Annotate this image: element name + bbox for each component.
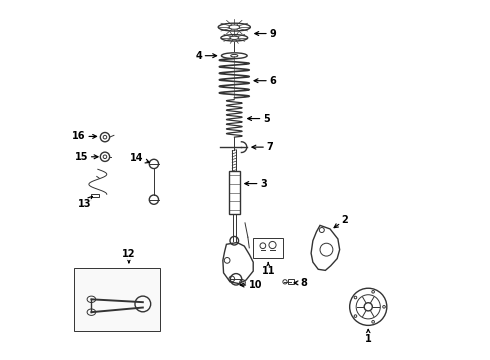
Bar xyxy=(74,268,160,331)
Text: 2: 2 xyxy=(334,215,348,228)
Text: 15: 15 xyxy=(74,152,98,162)
Circle shape xyxy=(372,320,374,323)
Text: 1: 1 xyxy=(365,329,371,344)
Bar xyxy=(253,238,283,258)
Text: 5: 5 xyxy=(247,113,270,123)
Text: 10: 10 xyxy=(240,280,263,290)
Circle shape xyxy=(372,291,374,293)
Bar xyxy=(288,279,294,284)
Text: 14: 14 xyxy=(130,153,149,163)
Bar xyxy=(228,171,240,214)
Text: 12: 12 xyxy=(122,249,136,263)
Circle shape xyxy=(354,296,357,299)
Text: 8: 8 xyxy=(294,278,307,288)
Text: 6: 6 xyxy=(254,76,276,86)
Text: 16: 16 xyxy=(72,131,97,141)
Text: 3: 3 xyxy=(245,179,267,189)
Bar xyxy=(92,194,99,197)
Text: 13: 13 xyxy=(77,196,92,209)
Text: 4: 4 xyxy=(195,51,217,61)
Text: 7: 7 xyxy=(252,142,273,152)
Circle shape xyxy=(354,315,357,318)
Text: 11: 11 xyxy=(262,263,275,276)
Circle shape xyxy=(383,306,385,308)
Text: 9: 9 xyxy=(255,28,276,39)
